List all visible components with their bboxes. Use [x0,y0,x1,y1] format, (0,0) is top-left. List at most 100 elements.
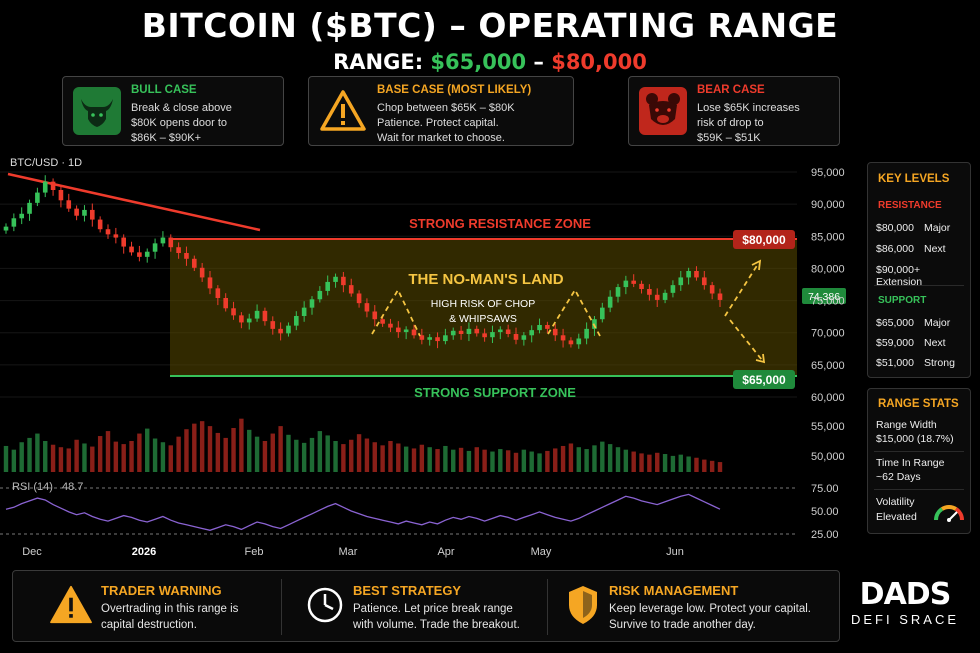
chop-label-2: & WHIPSAWS [449,313,517,325]
candle-body [490,332,495,338]
volume-bar [364,438,370,472]
candle-body [215,288,221,298]
volume-bar [58,447,64,472]
candle-body [160,237,166,244]
candle-body [560,335,566,341]
support-level-1: $65,000 Major [876,317,951,329]
bull-icon [73,87,121,135]
volume-bar [325,435,330,472]
candle-body [552,328,558,336]
candle-body [144,251,150,257]
candle-body [505,329,511,334]
volume-bar [145,428,150,472]
volume-bar [396,443,401,472]
volume-bar [43,441,48,472]
rsi-value: 48.7 [62,481,83,493]
x-tick-label: Apr [437,546,454,558]
volume-bar [427,447,432,472]
volume-bar [560,445,566,472]
candle-body [254,310,260,319]
candle-body [662,292,668,300]
candle-body [623,280,629,288]
volume-bar [380,445,385,472]
candle-body [576,338,582,345]
trader-warning-body: Overtrading in this range is capital des… [101,603,239,631]
candle-body [294,316,299,326]
candle-body [199,267,205,278]
candle-body [419,335,425,340]
bull-case-card: BULL CASE Break & close above $80K opens… [62,76,284,146]
candle-body [356,293,362,304]
candle-body [35,192,40,203]
volume-bar [254,436,260,472]
current-price-text: 74,386 [808,291,840,303]
resistance-level-2: $86,000 Next [876,243,946,255]
candle-body [239,315,244,323]
volume-bar [286,434,291,472]
candle-body [403,329,409,333]
volume-bar [647,454,652,472]
volume-bar [662,454,668,472]
volume-bar [160,442,166,472]
current-price-tag [802,288,846,304]
brand-logo: DADS [859,577,952,612]
volume-bar [435,449,440,472]
resistance-tag-text: $80,000 [742,233,786,247]
resistance-tag [733,230,795,249]
volume-bar [333,441,338,472]
volume-bar [294,439,299,472]
volume-tick-label: 55,000 [811,421,845,433]
volume-bar [66,448,71,472]
support-tag [733,370,795,389]
volume-bar [113,441,119,472]
volume-bar [403,446,409,472]
volume-bar [207,426,213,472]
candle-body [678,277,684,286]
volume-bar [678,454,683,472]
candle-body [537,325,542,331]
volume-bar [568,443,574,472]
candle-body [435,337,440,342]
resistance-title: RESISTANCE [878,200,942,211]
volume-bar [129,441,134,472]
candle-body [686,271,691,278]
candle-body [66,200,72,209]
volume-bar [545,450,550,472]
candle-body [129,246,134,253]
rsi-tick-label: 75.00 [811,483,839,495]
candle-body [615,287,621,297]
volume-bar [584,449,589,472]
volume-bar [411,448,417,472]
volatility-value: Elevated [876,511,917,523]
volume-bar [262,441,268,472]
price-tick-label: 60,000 [811,392,845,404]
candle-body [192,258,197,268]
volume-bar [105,431,111,472]
warning-icon [320,90,366,131]
x-tick-label: Dec [22,546,42,558]
candle-body [113,234,119,238]
volume-bar [458,447,464,472]
candle-body [286,325,291,334]
bottom-divider-2 [547,579,548,635]
bear-case-card: BEAR CASE Lose $65K increases risk of dr… [628,76,840,146]
volume-tick-label: 50,000 [811,451,845,463]
volume-bar [121,444,126,472]
volume-bar [317,431,323,472]
volume-bar [19,442,24,472]
candle-body [466,328,472,334]
candle-body [458,330,464,334]
volume-bar [90,446,95,472]
base-case-body: Chop between $65K – $80K Patience. Prote… [377,102,515,144]
range-low: $65,000 [430,50,527,74]
candle-body [309,299,315,308]
candle-body [607,296,613,308]
candle-body [105,229,111,235]
candle-body [82,209,87,216]
volume-bar [717,462,723,472]
bottom-advice-panel: TRADER WARNING Overtrading in this range… [12,570,840,642]
candle-body [137,252,142,257]
candle-body [521,335,527,340]
resistance-zone-label: STRONG RESISTANCE ZONE [409,216,591,231]
candle-body [427,337,432,340]
